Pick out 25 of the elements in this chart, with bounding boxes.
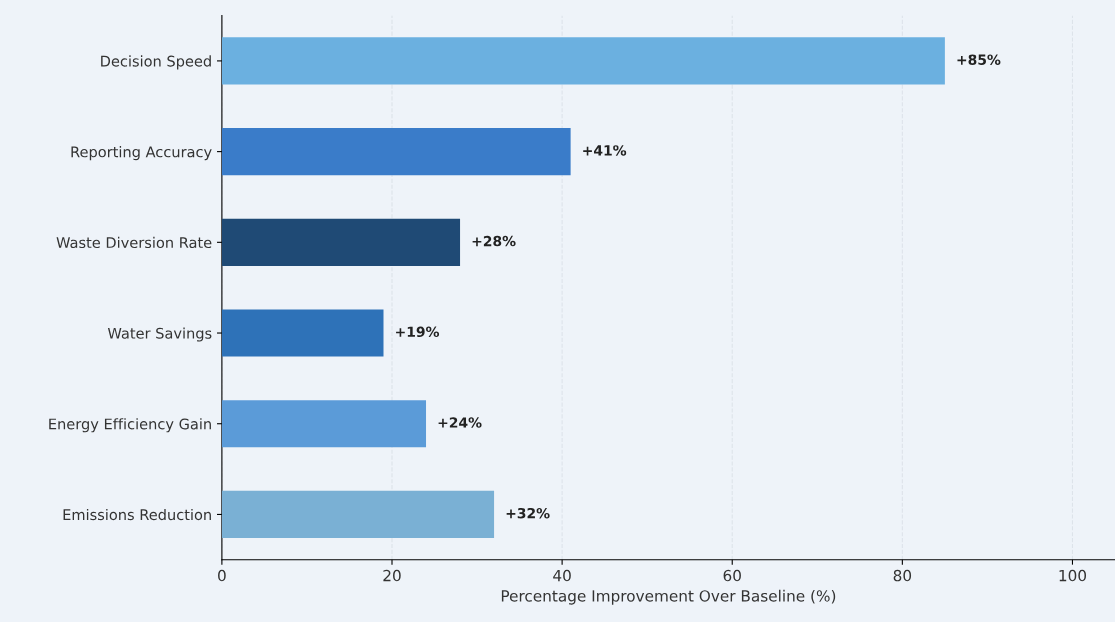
data-label: +28%: [472, 235, 516, 247]
x-tick-label: 40: [553, 569, 571, 582]
bar: [221, 37, 945, 85]
x-tick-label: 20: [383, 569, 401, 582]
bar: [221, 309, 384, 357]
y-tick-label: Emissions Reduction: [63, 508, 211, 521]
bar: [221, 128, 571, 176]
data-label: +41%: [583, 145, 627, 156]
y-tick-label: Energy Efficiency Gain: [49, 418, 211, 433]
data-label: +85%: [957, 54, 1001, 65]
y-tick-label: Reporting Accuracy: [71, 146, 212, 161]
bar: [221, 400, 427, 448]
y-tick-label: Waste Diversion Rate: [56, 236, 212, 249]
data-label: +32%: [506, 507, 550, 519]
data-label: +24%: [438, 417, 482, 428]
x-tick-label: 0: [218, 569, 226, 582]
x-tick-label: 60: [723, 569, 741, 582]
bar: [221, 490, 495, 539]
data-label: +19%: [396, 326, 440, 338]
y-tick-label: Decision Speed: [101, 55, 211, 70]
x-tick-label: 80: [893, 569, 912, 582]
bar: [221, 218, 461, 266]
x-tick-label: 100: [1059, 569, 1087, 582]
y-tick-label: Water Savings: [107, 327, 212, 342]
x-axis-title: Percentage Improvement Over Baseline (%): [501, 589, 836, 605]
